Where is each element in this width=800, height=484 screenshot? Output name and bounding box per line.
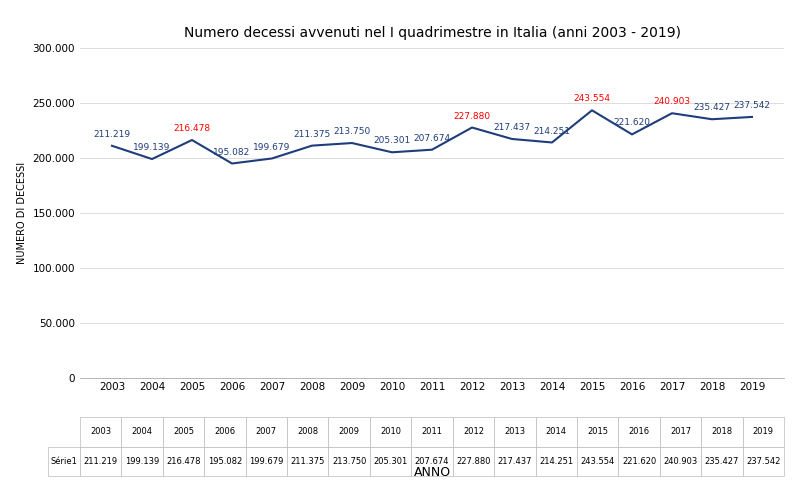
Title: Numero decessi avvenuti nel I quadrimestre in Italia (anni 2003 - 2019): Numero decessi avvenuti nel I quadrimest… bbox=[183, 26, 681, 40]
Text: 211.375: 211.375 bbox=[294, 130, 330, 139]
Text: 199.679: 199.679 bbox=[254, 142, 290, 151]
Text: ANNO: ANNO bbox=[414, 466, 450, 479]
Text: 214.251: 214.251 bbox=[534, 126, 570, 136]
Text: 240.903: 240.903 bbox=[654, 97, 690, 106]
Text: 195.082: 195.082 bbox=[214, 148, 250, 156]
Text: 243.554: 243.554 bbox=[574, 94, 610, 104]
Text: 237.542: 237.542 bbox=[734, 101, 770, 110]
Text: 211.219: 211.219 bbox=[94, 130, 130, 139]
Text: 199.139: 199.139 bbox=[134, 143, 170, 152]
Text: 235.427: 235.427 bbox=[694, 103, 730, 112]
Text: 207.674: 207.674 bbox=[414, 134, 450, 143]
Text: 205.301: 205.301 bbox=[374, 136, 410, 145]
Y-axis label: NUMERO DI DECESSI: NUMERO DI DECESSI bbox=[17, 162, 27, 264]
Text: 213.750: 213.750 bbox=[334, 127, 370, 136]
Text: 217.437: 217.437 bbox=[494, 123, 530, 132]
Text: 216.478: 216.478 bbox=[174, 124, 210, 133]
Text: 227.880: 227.880 bbox=[454, 112, 490, 121]
Text: 221.620: 221.620 bbox=[614, 119, 650, 127]
